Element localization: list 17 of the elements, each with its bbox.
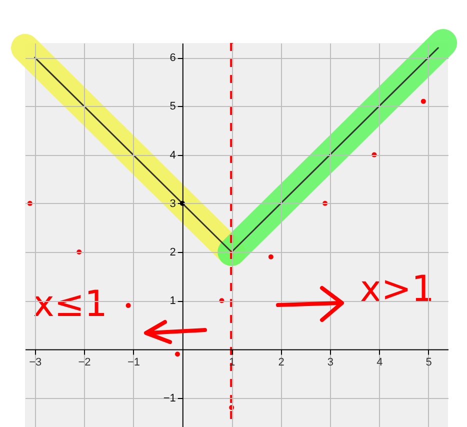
annotation: x>1 (360, 269, 434, 310)
x-tick-label: 5 (426, 356, 432, 369)
x-tick-label: 1 (229, 356, 236, 369)
annotation: x≤1 (33, 284, 108, 325)
y-tick-label: 6 (170, 52, 176, 64)
x-tick-label: −3 (29, 356, 42, 369)
y-tick-label: 4 (170, 149, 176, 162)
y-tick-label: 2 (170, 246, 176, 259)
x-tick-label: −1 (127, 356, 140, 369)
y-tick-label: 5 (170, 100, 176, 113)
x-tick-label: 2 (278, 356, 284, 369)
y-tick-label: 1 (170, 295, 176, 308)
y-tick-label: −1 (163, 392, 176, 404)
x-tick-label: 4 (376, 356, 383, 369)
x-tick-label: −2 (78, 356, 91, 369)
x-tick-label: 3 (327, 356, 334, 369)
y-tick-label: 3 (170, 198, 176, 210)
